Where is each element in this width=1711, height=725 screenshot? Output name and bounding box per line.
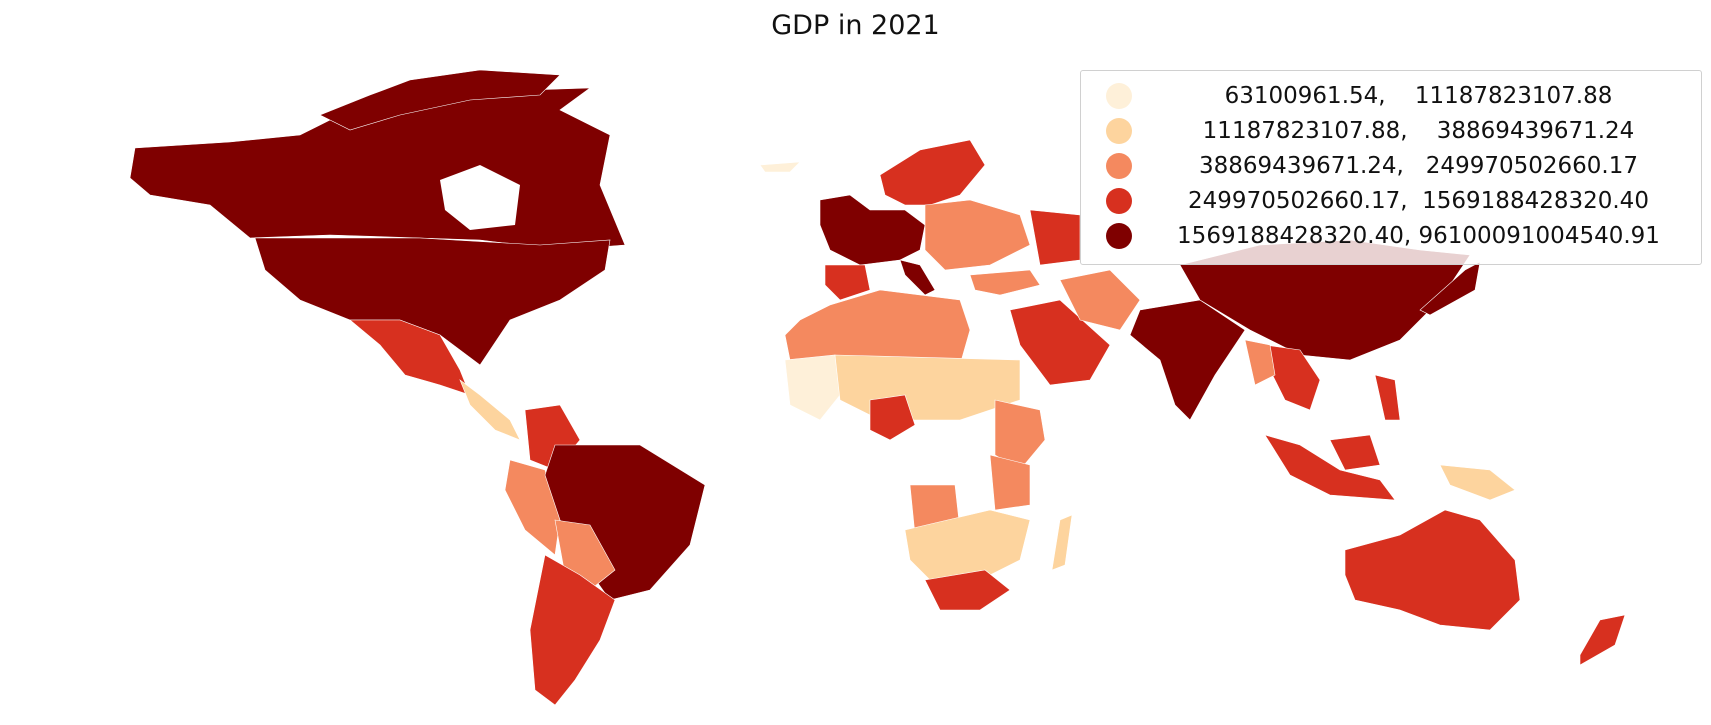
legend-label: 249970502660.17, 1569188428320.40 <box>1188 188 1649 214</box>
region-usa <box>254 237 611 366</box>
legend-label: 1569188428320.40, 96100091004540.91 <box>1177 223 1660 249</box>
region-india <box>1129 299 1246 421</box>
region-argentina <box>529 554 616 706</box>
region-north-africa <box>784 289 971 366</box>
region-australia <box>1344 509 1521 631</box>
legend-label: 63100961.54, 11187823107.88 <box>1224 83 1613 109</box>
region-iran <box>1059 269 1141 331</box>
region-philippines <box>1374 374 1401 421</box>
region-madagascar <box>1051 514 1073 571</box>
region-south-africa <box>924 569 1011 611</box>
region-central-africa <box>989 454 1031 511</box>
region-peru <box>504 459 561 556</box>
region-indonesia <box>1264 434 1396 501</box>
region-west-africa <box>784 354 841 421</box>
legend-swatch-1 <box>1106 118 1132 144</box>
region-saudi-arabia <box>1009 299 1111 386</box>
region-greenland <box>759 161 801 173</box>
region-italy <box>899 259 936 296</box>
region-east-africa <box>994 399 1046 471</box>
region-myanmar <box>1244 339 1276 386</box>
legend-label: 38869439671.24, 249970502660.17 <box>1199 153 1638 179</box>
region-nigeria <box>869 394 916 441</box>
region-indonesia-east <box>1329 434 1381 471</box>
region-new-zealand <box>1579 614 1626 666</box>
legend-entry: 1569188428320.40, 96100091004540.91 <box>1081 221 1701 251</box>
region-southern-africa <box>904 509 1031 586</box>
legend-entry: 63100961.54, 11187823107.88 <box>1081 81 1701 111</box>
legend-swatch-0 <box>1106 83 1132 109</box>
map-title: GDP in 2021 <box>771 10 940 41</box>
region-turkey <box>969 269 1041 296</box>
legend-entry: 249970502660.17, 1569188428320.40 <box>1081 186 1701 216</box>
region-sahel <box>834 354 1021 421</box>
region-scandinavia <box>879 139 986 206</box>
region-spain <box>824 264 871 301</box>
region-central-america <box>459 379 521 441</box>
legend-entry: 11187823107.88, 38869439671.24 <box>1081 116 1701 146</box>
region-hudson-bay <box>440 165 520 230</box>
region-western-europe <box>819 194 926 266</box>
region-canada-islands <box>319 69 561 131</box>
legend-swatch-2 <box>1106 153 1132 179</box>
region-russia <box>1029 209 1081 266</box>
region-papua-new-guinea <box>1439 464 1516 501</box>
legend-swatch-3 <box>1106 188 1132 214</box>
legend: 63100961.54, 11187823107.88 11187823107.… <box>1080 70 1702 265</box>
legend-entry: 38869439671.24, 249970502660.17 <box>1081 151 1701 181</box>
legend-label: 11187823107.88, 38869439671.24 <box>1202 118 1635 144</box>
legend-swatch-4 <box>1106 223 1132 249</box>
region-eastern-europe <box>924 199 1031 271</box>
